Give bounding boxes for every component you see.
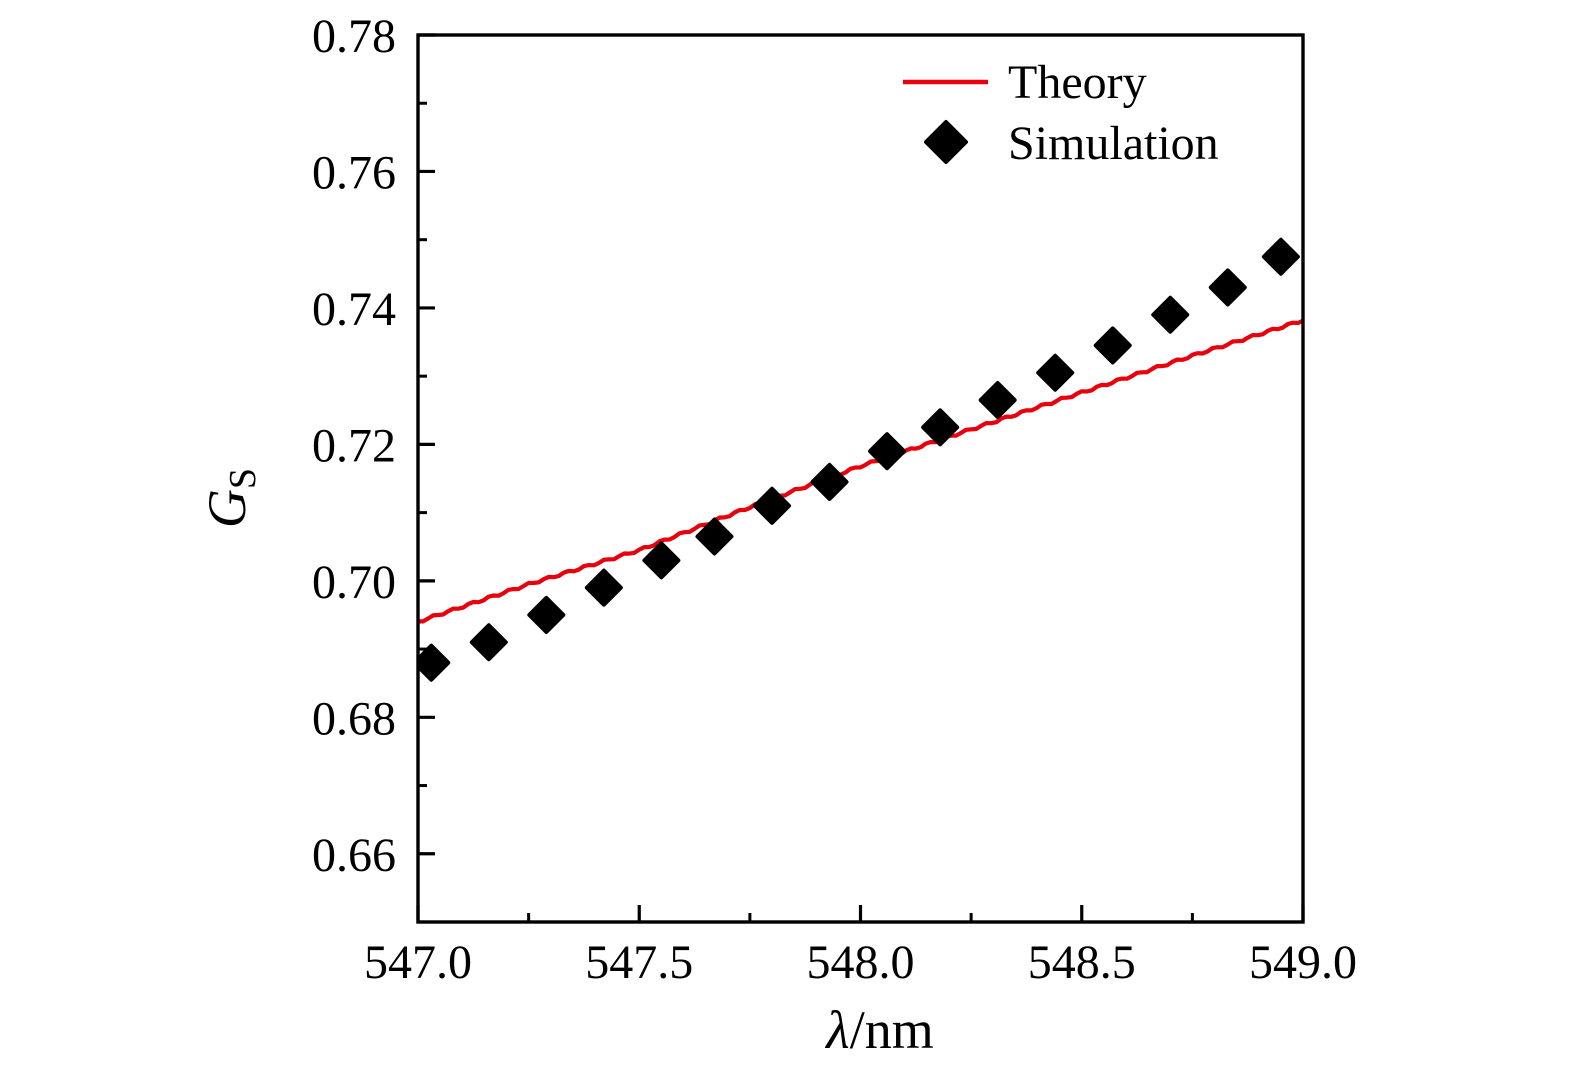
legend-simulation-diamond-swatch [924, 120, 968, 164]
legend-item-theory: Theory [903, 56, 1147, 109]
simulation-point [1151, 295, 1190, 334]
plot-series [418, 237, 1303, 682]
legend-item-simulation: Simulation [924, 117, 1219, 170]
plot-frame [416, 33, 1305, 924]
x-axis-title-symbol: λ [824, 1000, 849, 1060]
x-tick-label: 549.0 [1249, 936, 1357, 989]
simulation-point [527, 595, 566, 634]
y-tick-label: 0.74 [312, 283, 396, 336]
simulation-point [469, 623, 508, 662]
y-tick-label: 0.76 [312, 146, 396, 199]
theory-line [418, 318, 1303, 624]
axis-ticks: 547.0 547.5 548.0 548.5 549.0 0.66 0.68 0.70 0.7… [312, 10, 1357, 989]
y-axis-title-subscript: S [222, 468, 264, 489]
simulation-point [978, 381, 1017, 420]
simulation-point [753, 486, 791, 525]
legend-theory-label: Theory [1008, 56, 1147, 109]
simulation-point [418, 643, 451, 682]
simulation-point [695, 517, 734, 556]
y-axis-title-main: G [197, 489, 257, 528]
y-tick-label: 0.72 [312, 419, 396, 472]
simulation-point [642, 541, 681, 580]
legend: Theory Simulation [903, 56, 1219, 170]
x-tick-label: 547.0 [364, 936, 472, 989]
simulation-point [584, 568, 623, 607]
y-tick-label: 0.68 [312, 692, 396, 745]
x-tick-label: 548.5 [1028, 936, 1136, 989]
simulation-point [1208, 268, 1247, 307]
simulation-point [868, 432, 907, 471]
simulation-point [1036, 353, 1075, 392]
legend-simulation-label: Simulation [1008, 117, 1219, 170]
simulation-point [1261, 237, 1300, 276]
x-axis-title: λ/nm [824, 1000, 933, 1060]
y-tick-label: 0.70 [312, 556, 396, 609]
x-axis-title-unit: /nm [850, 1000, 934, 1060]
simulation-point [1093, 326, 1132, 365]
y-tick-label: 0.78 [312, 10, 396, 63]
y-tick-label: 0.66 [312, 829, 396, 882]
simulation-point [810, 462, 849, 501]
y-axis-title: GS [197, 468, 264, 528]
x-tick-label: 547.5 [585, 936, 693, 989]
x-tick-label: 548.0 [807, 936, 915, 989]
simulation-point [921, 408, 960, 447]
